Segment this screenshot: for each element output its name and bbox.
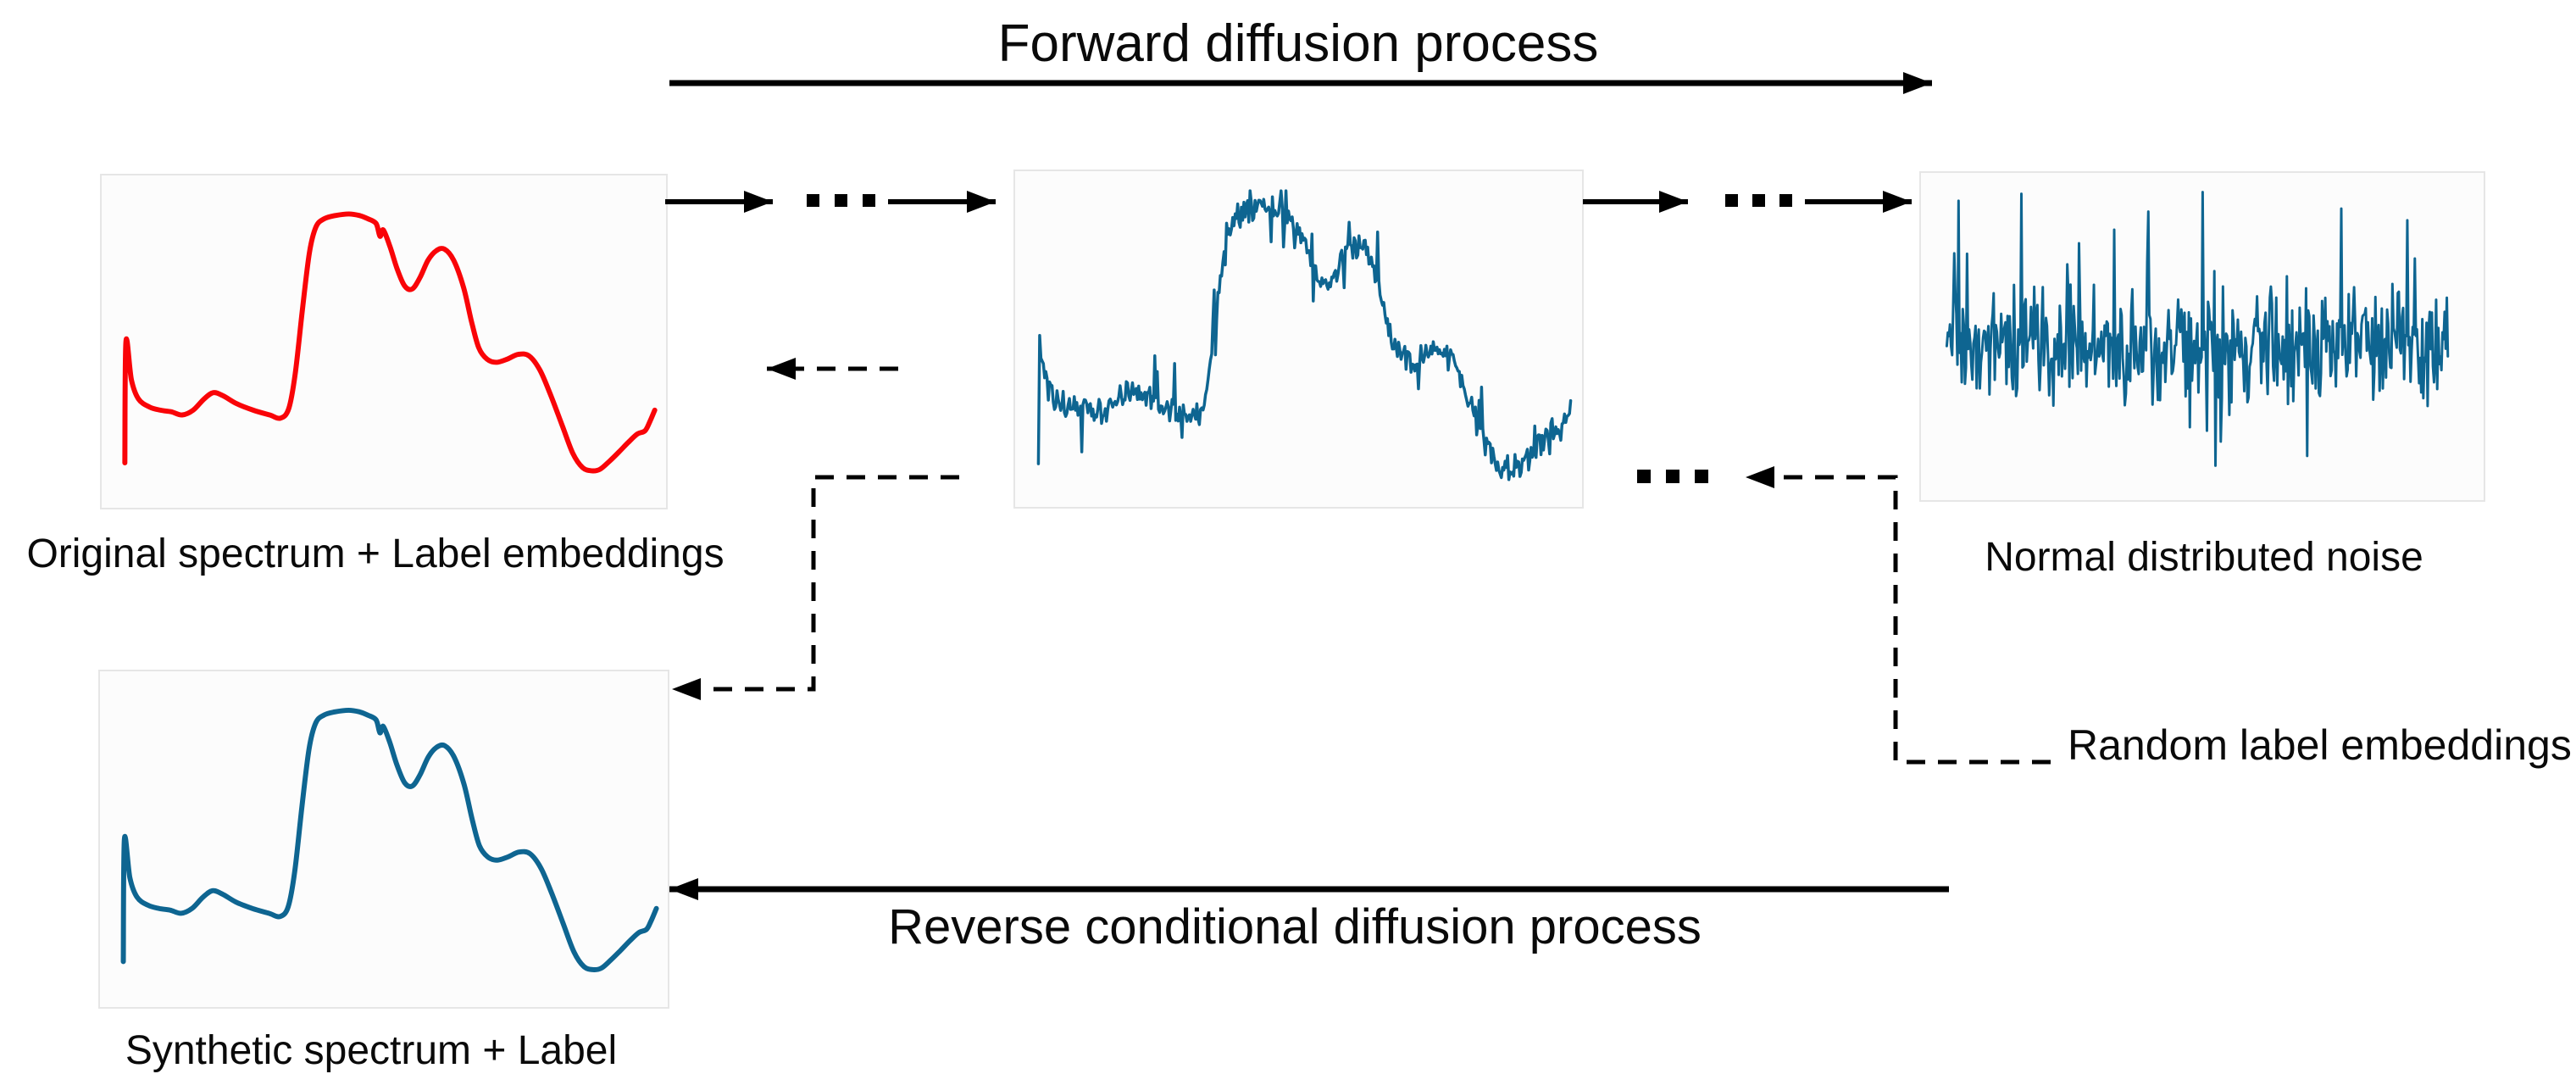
synthetic-spectrum-label: Synthetic spectrum + Label bbox=[125, 1028, 618, 1073]
normal-noise-curve bbox=[1945, 191, 2450, 467]
original-spectrum-panel bbox=[100, 174, 668, 509]
random-label-embeddings-label: Random label embeddings bbox=[2068, 721, 2572, 769]
noised-spectrum-curve bbox=[1036, 189, 1573, 481]
noised-spectrum-panel bbox=[1013, 170, 1584, 509]
ellipsis-dots-bottom-right bbox=[1637, 470, 1708, 483]
noised-spectrum-plot bbox=[1036, 189, 1573, 481]
synthetic-spectrum-curve bbox=[120, 707, 659, 973]
original-spectrum-curve bbox=[122, 211, 658, 474]
synthetic-spectrum-plot bbox=[120, 707, 659, 973]
random-embeddings-dashed-connector bbox=[1746, 466, 2051, 765]
reverse-process-title: Reverse conditional diffusion process bbox=[888, 899, 1702, 954]
synthetic-spectrum-panel bbox=[98, 670, 669, 1009]
original-spectrum-label: Original spectrum + Label embeddings bbox=[26, 531, 724, 576]
reverse-elbow-dashed-arrow bbox=[672, 475, 959, 700]
forward-process-title: Forward diffusion process bbox=[997, 14, 1599, 73]
ellipsis-dots-top-left bbox=[807, 194, 875, 207]
normal-noise-panel bbox=[1919, 171, 2485, 502]
normal-noise-plot bbox=[1945, 191, 2450, 467]
original-spectrum-plot bbox=[122, 211, 658, 474]
ellipsis-dots-top-right bbox=[1725, 194, 1792, 207]
normal-noise-label: Normal distributed noise bbox=[1985, 535, 2423, 580]
